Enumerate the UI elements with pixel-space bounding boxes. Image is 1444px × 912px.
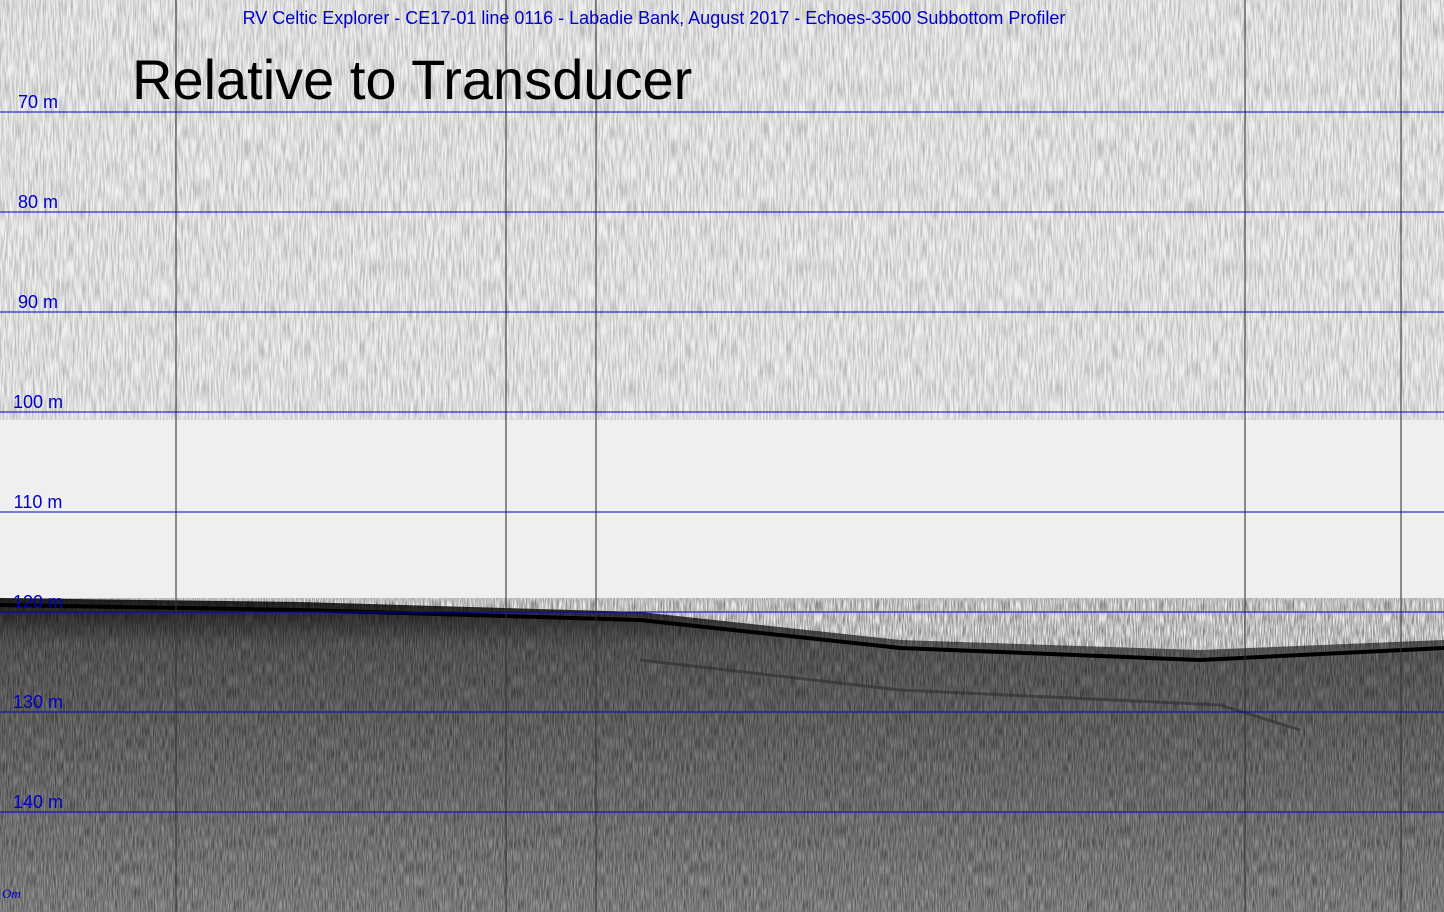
seafloor xyxy=(0,603,1444,663)
subbottom-noise xyxy=(0,598,1444,912)
reflector xyxy=(639,658,1301,732)
grid xyxy=(0,111,1444,813)
vertical-artifacts xyxy=(175,0,1402,912)
y-tick-label: 140 m xyxy=(13,792,63,812)
footer: Om xyxy=(2,886,21,901)
y-tick-label: 90 m xyxy=(18,292,58,312)
y-tick-label: 110 m xyxy=(14,492,63,512)
title: RV Celtic Explorer - CE17-01 line 0116 -… xyxy=(243,8,1066,28)
y-tick-label: 100 m xyxy=(13,392,63,412)
y-tick-label: 80 m xyxy=(18,192,58,212)
subtitle: Relative to Transducer xyxy=(132,48,692,111)
y-tick-label: 130 m xyxy=(13,692,63,712)
y-tick-label: 70 m xyxy=(18,92,58,112)
water-noise xyxy=(0,0,1444,420)
y-tick-label: 120 m xyxy=(13,592,63,612)
